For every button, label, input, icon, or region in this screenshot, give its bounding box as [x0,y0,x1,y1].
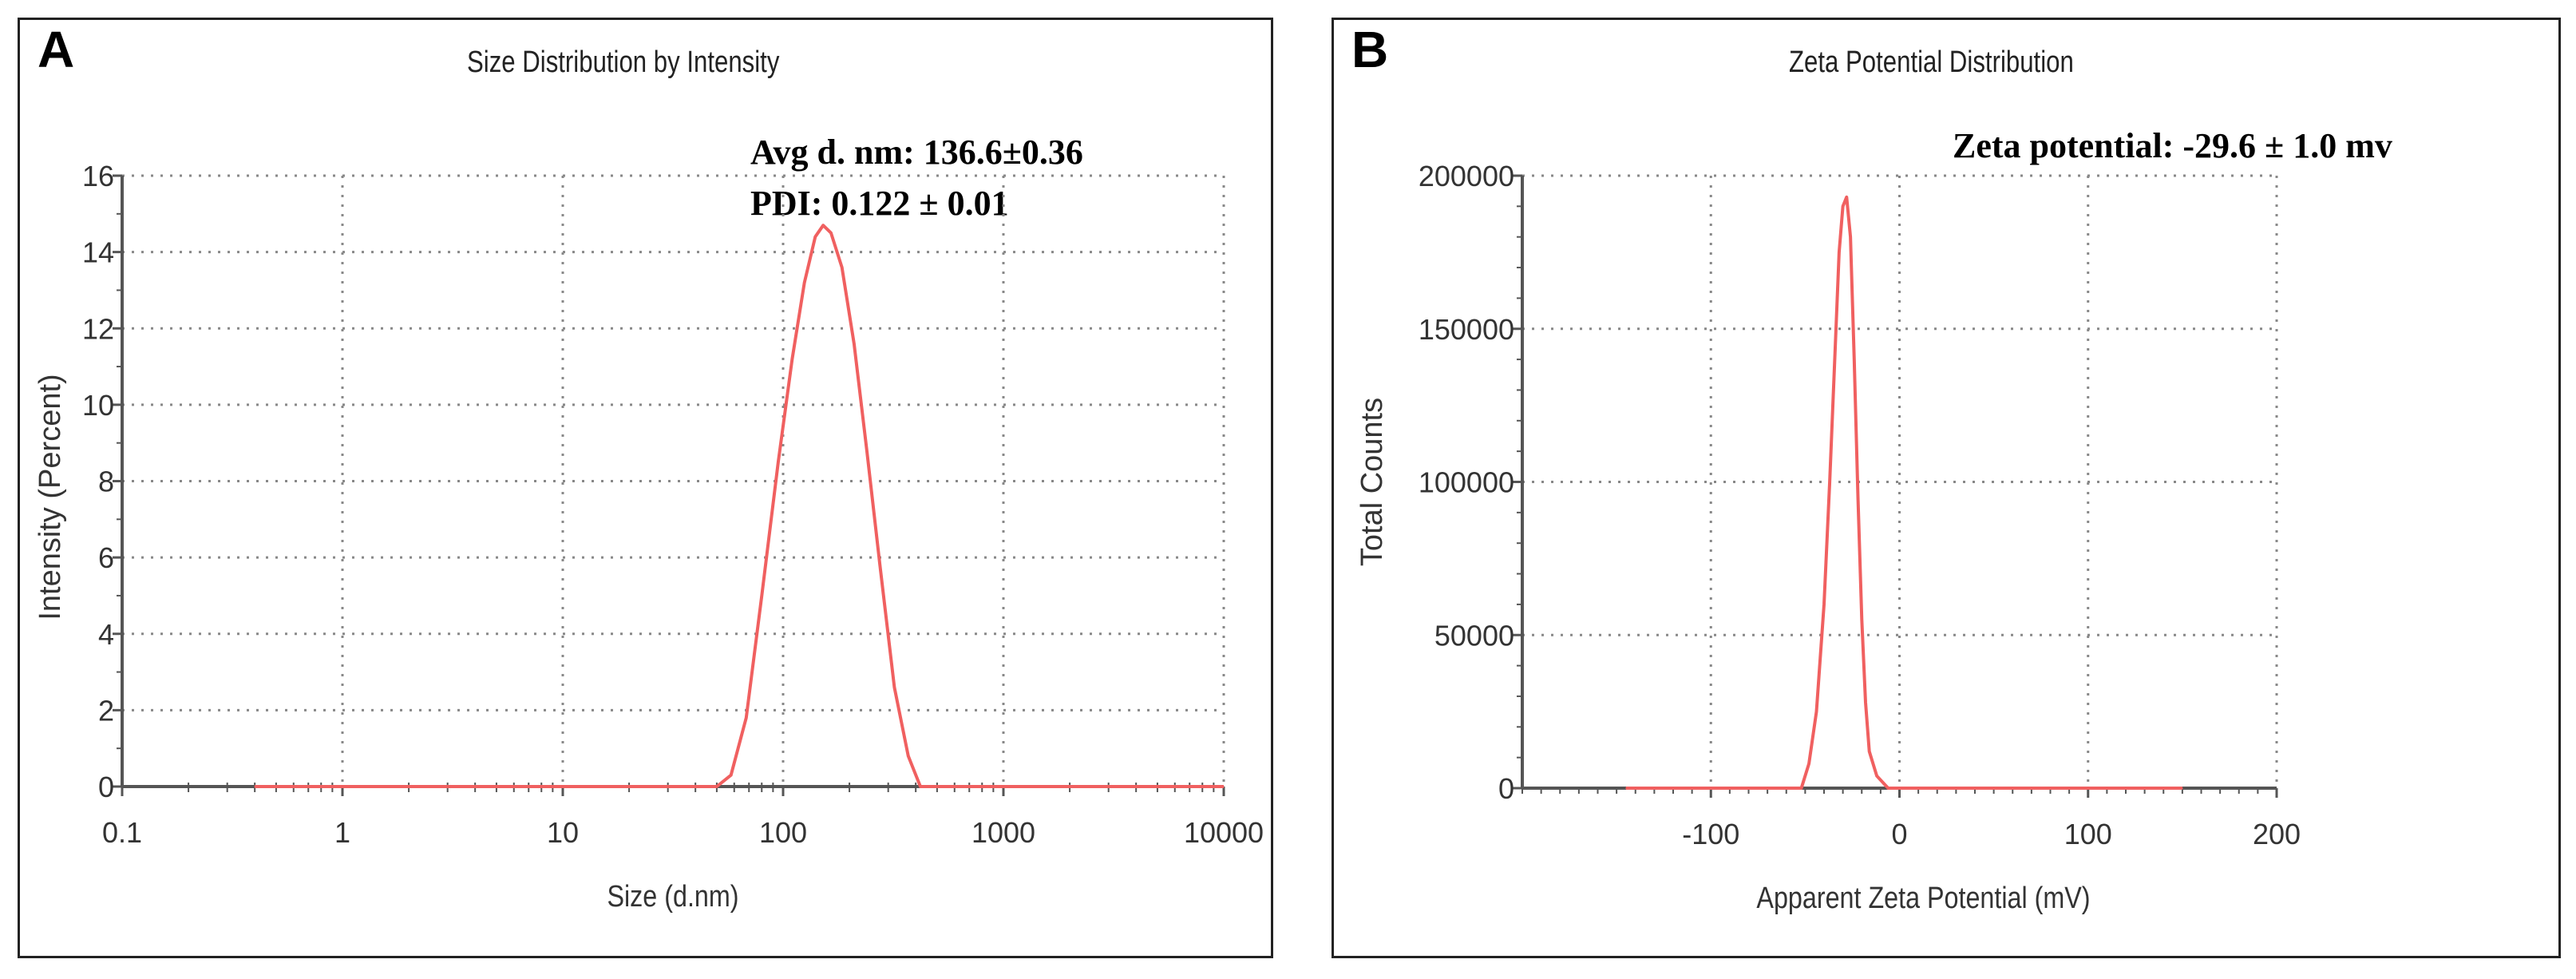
zeta-chart-x-tick-label-2: 100 [2064,818,2112,850]
panel-b-zeta-annotation: Zeta potential: -29.6 ± 1.0 mv [1953,126,2392,165]
zeta-chart-series-line-0 [1625,195,2182,790]
size-chart-x-tick-label-4: 1000 [971,816,1035,849]
size-chart-y-tick-label-3: 6 [98,541,114,574]
size-chart-y-axis-label: Intensity (Percent) [34,374,67,620]
zeta-chart-data-point [1808,763,1810,765]
panel-b-letter: B [1351,21,1389,78]
size-chart-data-point [866,450,868,452]
size-chart-x-tick-label-0: 0.1 [102,816,142,849]
size-chart-data-point [853,343,855,345]
size-chart-data-point [822,224,824,226]
size-chart-data-point [254,786,255,787]
size-chart-y-tick-label-6: 12 [82,312,114,345]
zeta-chart-data-point [1823,604,1825,605]
panel-a-pdi-annotation: PDI: 0.122 ± 0.01 [750,184,1009,223]
zeta-chart-y-tick-label-3: 150000 [1419,313,1514,346]
size-chart-data-point [879,564,881,566]
zeta-chart-data-point [1838,252,1840,253]
zeta-chart-y-tick-label-0: 0 [1498,772,1514,805]
size-chart-data-point [761,595,763,597]
size-chart-data-point [908,755,909,757]
size-chart-x-tick-label-2: 10 [547,816,579,849]
zeta-chart-data-point [1846,196,1848,198]
zeta-chart-data-point [1854,359,1855,360]
zeta-chart-data-point [1865,701,1866,704]
size-chart-y-tick-label-2: 4 [98,618,114,651]
size-chart-series-line-0 [255,224,1224,788]
zeta-chart-data-point [1834,343,1836,345]
panel-a-letter: A [38,21,75,78]
size-chart-data-point [893,686,896,688]
zeta-chart-data-point [1800,787,1802,789]
zeta-chart-y-tick-label-4: 200000 [1419,160,1514,192]
size-chart-data-point [814,236,817,238]
zeta-chart-data-point [1815,711,1818,712]
size-chart-data-point [745,717,747,719]
panel-b-title: Zeta Potential Distribution [1789,46,2074,79]
zeta-chart-data-point [1842,205,1844,208]
size-chart-data-point [791,358,793,360]
size-chart-y-tick-label-8: 16 [82,160,114,192]
zeta-chart-x-tick-label-1: 0 [1891,818,1907,850]
size-distribution-chart: 0 2 4 6 8 10 12 14 16 0.1 1 10 100 1000 10000 Size (d.n… [34,160,1264,914]
zeta-chart-data-point [1887,787,1889,789]
size-chart-data-point [778,461,779,463]
zeta-chart-y-axis-label: Total Counts [1355,398,1389,566]
zeta-chart-y-tick-label-2: 100000 [1419,466,1514,499]
panel-a-title: Size Distribution by Intensity [467,46,780,79]
size-chart-x-axis-label: Size (d.nm) [607,880,738,914]
zeta-chart-data-point [1850,236,1851,238]
size-chart-x-tick-label-5: 10000 [1184,816,1264,849]
zeta-chart-data-point [1876,775,1878,777]
size-chart-y-tick-label-7: 14 [82,236,114,269]
size-chart-data-point [920,786,921,787]
size-chart-data-point [830,232,832,234]
zeta-chart-data-point [1861,619,1863,620]
size-chart-data-point [730,774,732,776]
size-chart-y-tick-label-4: 8 [98,466,114,498]
size-chart-x-tick-label-1: 1 [334,816,350,849]
zeta-chart-data-point [1829,481,1830,483]
size-chart-data-point [1223,786,1225,787]
panel-a-avg-diameter-annotation: Avg d. nm: 136.6±0.36 [750,133,1083,172]
zeta-chart-data-point [2182,787,2183,789]
zeta-chart-data-point [1625,787,1627,789]
size-chart-data-point [716,786,718,787]
panel-b-zeta-potential: B Zeta Potential Distribution Zeta poten… [1332,18,2561,958]
zeta-chart-data-point [1857,496,1859,498]
size-chart-y-tick-label-5: 10 [82,389,114,422]
zeta-chart-x-axis-label: Apparent Zeta Potential (mV) [1756,882,2090,915]
zeta-chart-x-tick-label-3: 200 [2253,818,2301,850]
zeta-chart-data-point [1868,751,1870,752]
zeta-chart-y-tick-label-1: 50000 [1434,619,1514,652]
zeta-potential-chart: 0 50000 100000 150000 200000 -100 0 100 200 Appar… [1355,160,2301,915]
size-chart-data-point [803,282,805,283]
size-chart-x-tick-label-3: 100 [759,816,807,849]
zeta-chart-x-tick-label-0: -100 [1682,818,1739,850]
panel-a-size-distribution: A Size Distribution by Intensity Avg d. … [18,18,1273,958]
size-chart-y-tick-label-0: 0 [98,771,114,803]
size-chart-y-tick-label-1: 2 [98,694,114,727]
size-chart-data-point [841,266,843,268]
